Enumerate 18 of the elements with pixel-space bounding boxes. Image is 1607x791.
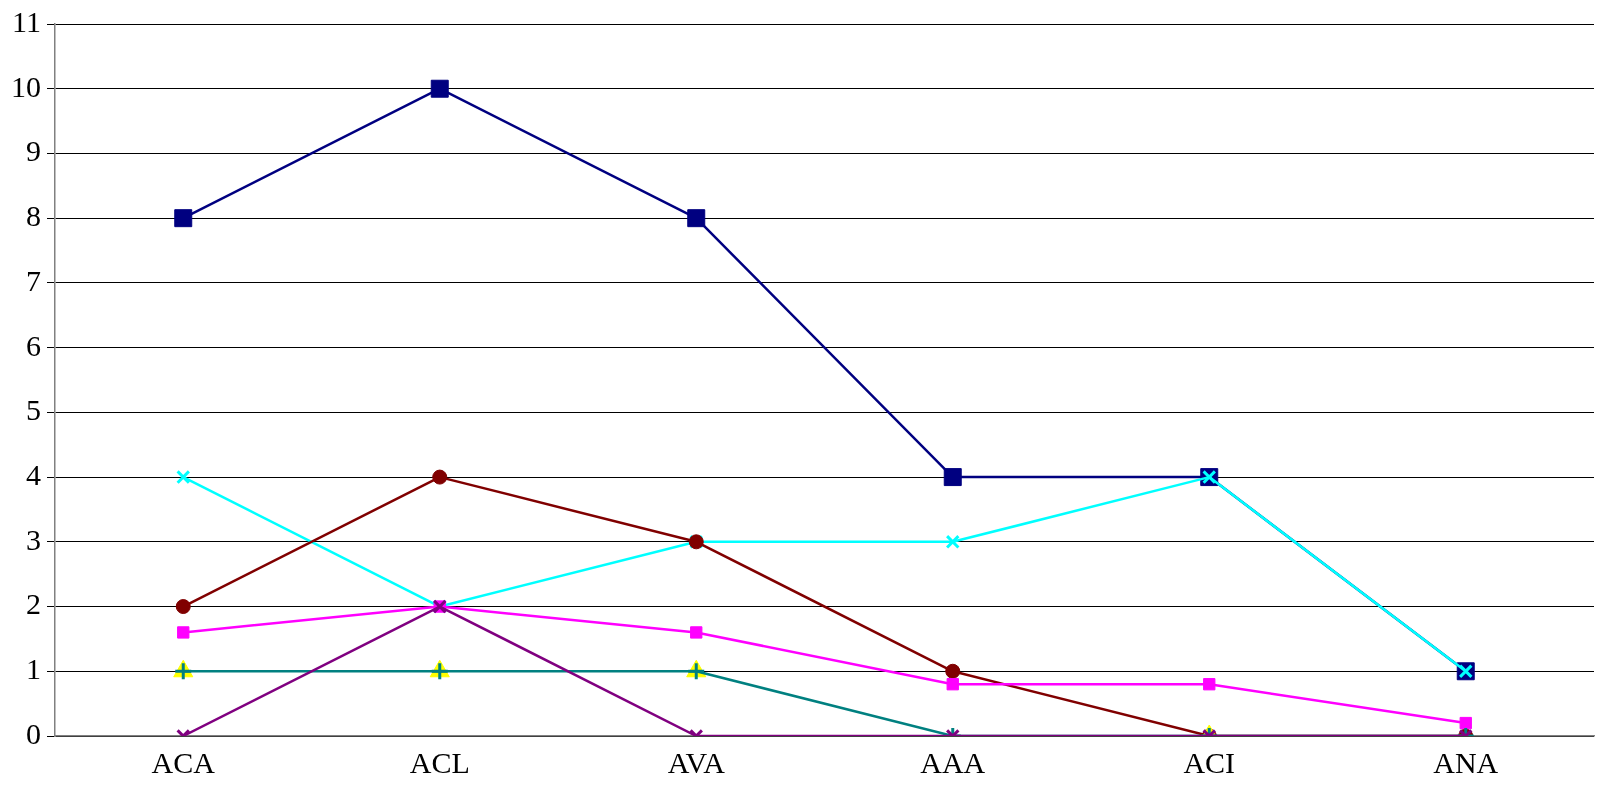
y-tick-label: 6 (26, 328, 41, 362)
x-tick-label: ANA (1433, 745, 1499, 779)
y-tick-label: 8 (26, 199, 41, 233)
y-tick-label: 0 (26, 716, 41, 750)
y-tick-label: 3 (26, 522, 41, 556)
y-tick-label: 7 (26, 263, 41, 297)
x-tick-label: AAA (920, 745, 986, 779)
x-tick-label: ACL (409, 745, 470, 779)
y-tick-label: 4 (26, 457, 41, 491)
y-tick-label: 10 (11, 69, 41, 103)
y-tick-label: 5 (26, 393, 41, 427)
y-tick-label: 9 (26, 134, 41, 168)
x-tick-label: AVA (667, 745, 726, 779)
y-tick-label: 2 (26, 587, 41, 621)
y-tick-label: 11 (12, 4, 41, 38)
x-tick-label: ACA (151, 745, 216, 779)
y-tick-label: 1 (26, 652, 41, 686)
x-tick-label: ACI (1183, 745, 1236, 779)
